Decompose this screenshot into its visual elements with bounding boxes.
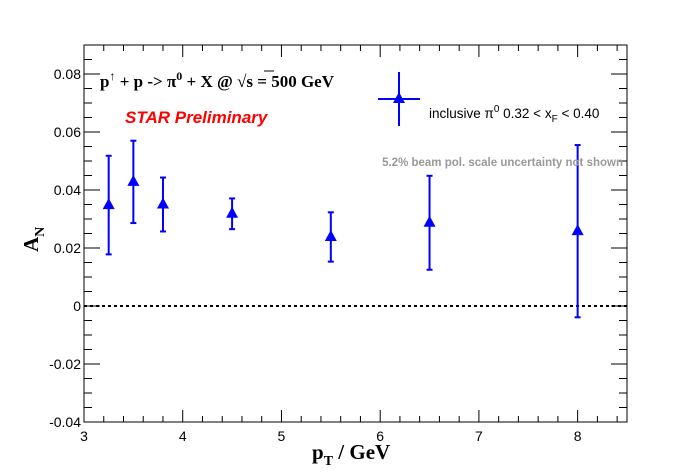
y-tick-label: -0.04 (49, 414, 81, 430)
data-point (571, 144, 584, 319)
triangle-marker (156, 197, 169, 209)
triangle-marker (571, 224, 584, 236)
data-point (156, 176, 169, 233)
plot-frame (83, 44, 628, 423)
triangle-marker (423, 215, 436, 227)
preliminary-label: STAR Preliminary (125, 108, 269, 127)
legend-marker (393, 92, 405, 103)
x-tick-label: 3 (80, 428, 88, 444)
y-tick-label: 0.08 (54, 66, 81, 82)
data-point (127, 139, 140, 225)
y-axis-title: AN (19, 227, 48, 252)
legend-label: inclusive π0 0.32 < xF < 0.40 (429, 104, 599, 125)
y-tick-label: 0.06 (54, 124, 81, 140)
x-tick-label: 5 (278, 428, 286, 444)
x-tick-label: 4 (179, 428, 187, 444)
legend: inclusive π0 0.32 < xF < 0.40 (378, 72, 599, 126)
y-tick-label: -0.02 (49, 356, 81, 372)
y-axis: -0.04 -0.02 0 0.02 0.04 0.06 0.08 (49, 44, 627, 430)
data-point (324, 211, 337, 263)
y-tick-label: 0.04 (54, 182, 81, 198)
triangle-marker (226, 206, 239, 218)
data-series (102, 139, 584, 319)
reaction-label: p↑ + p -> π0 + X @ √s = 500 GeV (100, 69, 335, 91)
y-tick-label: 0 (73, 298, 81, 314)
triangle-marker (127, 174, 140, 186)
x-tick-label: 6 (376, 428, 384, 444)
x-axis-title: pT / GeV (312, 440, 390, 469)
data-point (102, 154, 115, 256)
x-tick-label: 7 (475, 428, 483, 444)
y-tick-label: 0.02 (54, 240, 81, 256)
data-point (226, 197, 239, 231)
x-axis: 3 4 5 6 7 8 (80, 45, 618, 444)
x-tick-label: 8 (574, 428, 582, 444)
data-point (423, 174, 436, 271)
triangle-marker (324, 229, 337, 241)
triangle-marker (102, 198, 115, 210)
uncertainty-note: 5.2% beam pol. scale uncertainty not sho… (382, 157, 623, 169)
